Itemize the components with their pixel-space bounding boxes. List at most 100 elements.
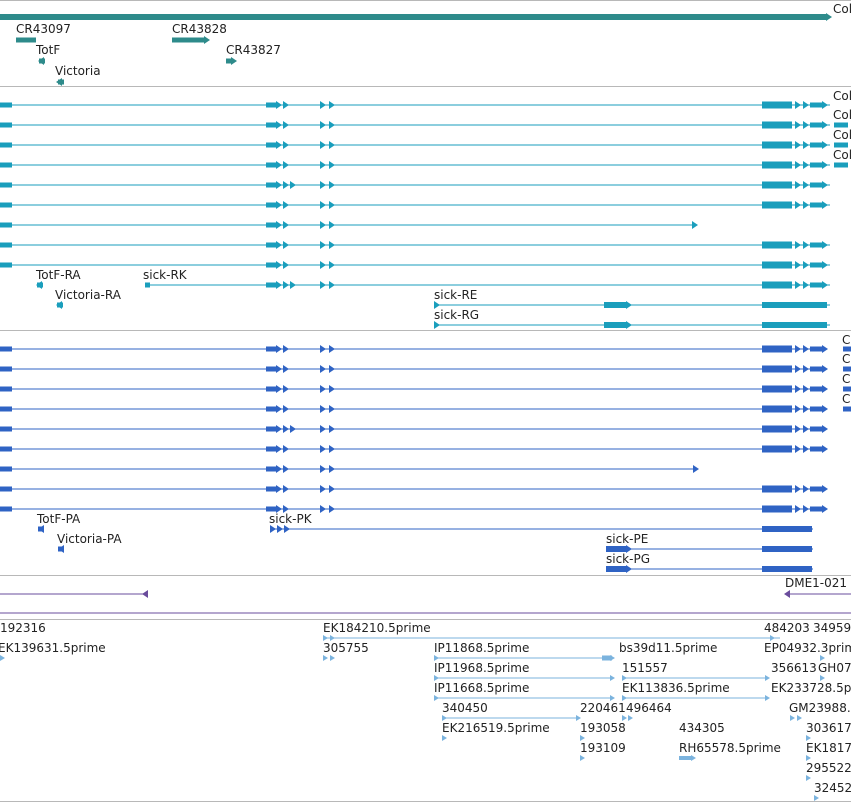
est-label[interactable]: EP04932.3prime: [764, 641, 851, 655]
protein-label-totf-pa[interactable]: TotF-PA: [37, 512, 81, 526]
strand-arrow: [276, 121, 282, 129]
protein-label-sick-pk[interactable]: sick-PK: [269, 512, 312, 526]
exon-block: [0, 446, 12, 452]
feature-label-col[interactable]: Col: [833, 2, 851, 16]
est-label[interactable]: 356613: [771, 661, 817, 675]
track-separator: [0, 330, 851, 331]
transcript-label-sick-rk[interactable]: sick-RK: [143, 268, 187, 282]
strand-arrow: [329, 161, 335, 169]
exon-block: [762, 566, 812, 572]
feature-label-cr43828[interactable]: CR43828: [172, 22, 227, 36]
strand-arrow: [329, 281, 335, 289]
est-label[interactable]: 193109: [580, 741, 626, 755]
protein-label-sick-pe[interactable]: sick-PE: [606, 532, 649, 546]
protein-label-c[interactable]: C: [842, 372, 851, 386]
strand-arrow: [329, 365, 335, 373]
exon-block: [762, 101, 792, 109]
est-label[interactable]: 484203: [764, 621, 810, 635]
transcript-label-totf-ra[interactable]: TotF-RA: [36, 268, 81, 282]
exon-block: [604, 322, 626, 328]
est-label[interactable]: 220461: [580, 701, 626, 715]
est-label[interactable]: EK216519.5prime: [442, 721, 550, 735]
protein-label-c[interactable]: C: [842, 352, 851, 366]
strand-arrow: [803, 161, 809, 169]
strand-arrow: [276, 221, 282, 229]
exon-block: [762, 485, 792, 493]
est-label[interactable]: 295522: [806, 761, 851, 775]
est-label[interactable]: 151557: [622, 661, 668, 675]
strand-arrow: [320, 505, 326, 513]
est-label[interactable]: 32452: [814, 781, 851, 795]
exon-block: [604, 302, 626, 308]
est-label[interactable]: 496464: [626, 701, 672, 715]
exon-block: [172, 37, 204, 43]
exon-block: [16, 37, 36, 43]
exon-block: [266, 466, 276, 472]
transcript-label-col[interactable]: Col: [833, 148, 851, 162]
exon-block: [266, 162, 276, 168]
est-label[interactable]: EK113836.5prime: [622, 681, 730, 695]
exon-block: [0, 506, 12, 512]
est-label[interactable]: 305755: [323, 641, 369, 655]
est-label[interactable]: 193058: [580, 721, 626, 735]
strand-arrow: [323, 655, 328, 661]
protein-label-c[interactable]: C: [842, 333, 851, 347]
strand-arrow: [803, 365, 809, 373]
transcript-label-col[interactable]: Col: [833, 89, 851, 103]
feature-label-cr43827[interactable]: CR43827: [226, 43, 281, 57]
transcript-label-col[interactable]: Col: [833, 108, 851, 122]
est-label[interactable]: IP11668.5prime: [434, 681, 530, 695]
strand-arrow: [276, 445, 282, 453]
est-label[interactable]: IP11868.5prime: [434, 641, 530, 655]
transcript-label-victoria-ra[interactable]: Victoria-RA: [55, 288, 121, 302]
strand-arrow: [320, 385, 326, 393]
est-label[interactable]: 434305: [679, 721, 725, 735]
est-label[interactable]: 303617: [806, 721, 851, 735]
strand-arrow: [822, 405, 828, 413]
est-label[interactable]: GH07: [818, 661, 851, 675]
strand-arrow: [822, 281, 828, 289]
exon-block: [0, 202, 12, 208]
feature-label-dme1-021[interactable]: DME1-021: [785, 576, 848, 590]
transcript-label-sick-rg[interactable]: sick-RG: [434, 308, 480, 322]
feature-label-totf[interactable]: TotF: [36, 43, 61, 57]
exon-block: [0, 162, 12, 168]
strand-arrow: [320, 261, 326, 269]
strand-arrow: [329, 345, 335, 353]
est-label[interactable]: EK139631.5prime: [0, 641, 106, 655]
est-label[interactable]: 340450: [442, 701, 488, 715]
strand-arrow: [820, 655, 825, 661]
exon-block: [810, 506, 824, 512]
strand-arrow: [806, 735, 811, 741]
strand-arrow: [580, 755, 585, 761]
est-label[interactable]: EK1817: [806, 741, 851, 755]
strand-arrow: [610, 695, 615, 701]
exon-block: [843, 406, 851, 412]
strand-arrow: [283, 201, 289, 209]
est-label[interactable]: IP11968.5prime: [434, 661, 530, 675]
feature-label-victoria[interactable]: Victoria: [55, 64, 101, 78]
strand-arrow: [283, 101, 289, 109]
exon-block: [266, 222, 276, 228]
est-label[interactable]: 192316: [0, 621, 46, 635]
est-label[interactable]: bs39d11.5prime: [619, 641, 718, 655]
exon-block: [266, 406, 276, 412]
strand-arrow: [803, 385, 809, 393]
transcript-label-col[interactable]: Col: [833, 128, 851, 142]
est-label[interactable]: 34959: [813, 621, 851, 635]
strand-arrow: [822, 101, 828, 109]
est-label[interactable]: EK233728.5p: [771, 681, 851, 695]
est-label[interactable]: EK184210.5prime: [323, 621, 431, 635]
est-label[interactable]: GM23988.: [789, 701, 851, 715]
est-label[interactable]: RH65578.5prime: [679, 741, 781, 755]
protein-label-sick-pg[interactable]: sick-PG: [606, 552, 650, 566]
protein-label-victoria-pa[interactable]: Victoria-PA: [57, 532, 122, 546]
feature-label-cr43097[interactable]: CR43097: [16, 22, 71, 36]
transcript-label-sick-re[interactable]: sick-RE: [434, 288, 478, 302]
strand-arrow: [329, 405, 335, 413]
protein-label-c[interactable]: C: [842, 392, 851, 406]
strand-arrow: [320, 181, 326, 189]
exon-block: [810, 162, 824, 168]
